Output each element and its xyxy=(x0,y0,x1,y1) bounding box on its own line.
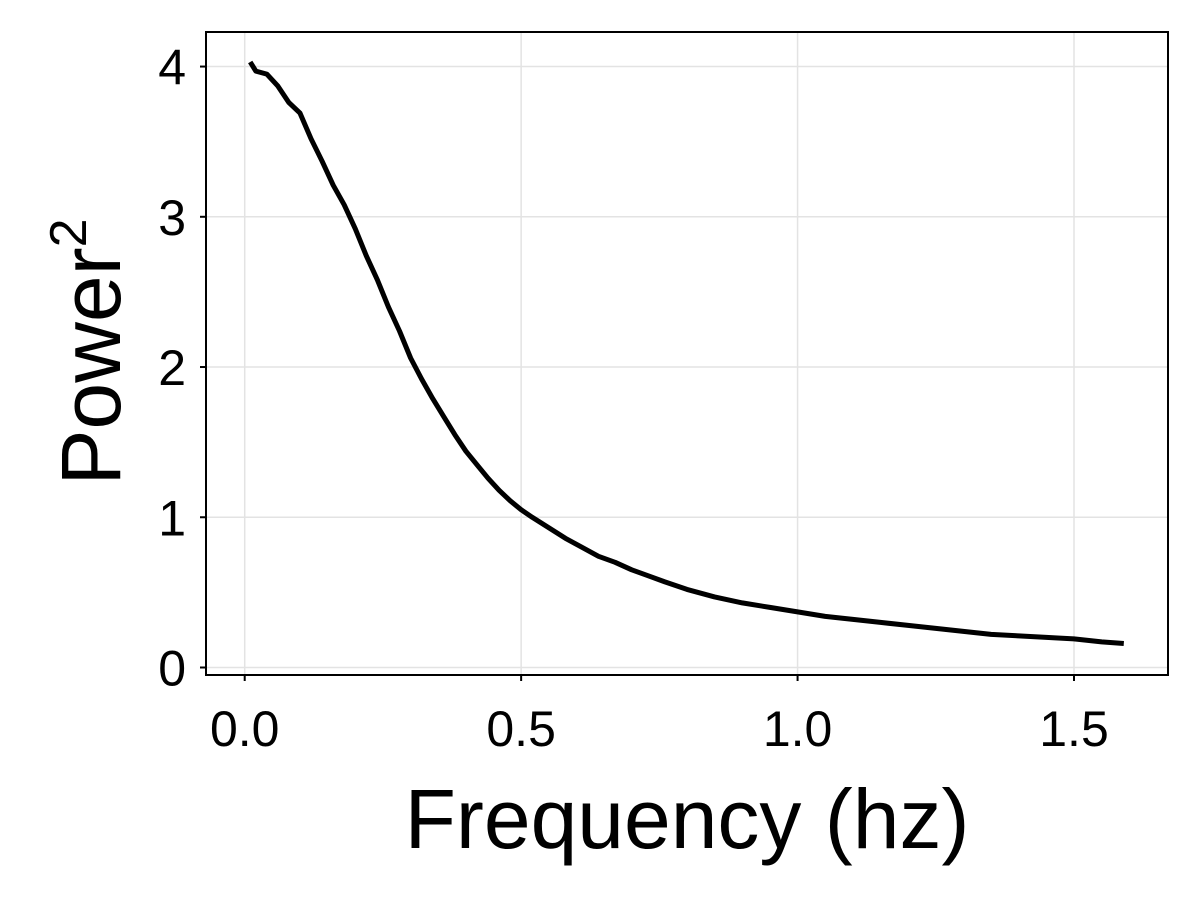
plot-area-frame xyxy=(205,31,1169,676)
x-tick-label: 0.5 xyxy=(486,701,556,757)
axis-ticks xyxy=(200,65,1076,681)
series-layer xyxy=(248,60,1124,646)
y-tick-label: 0 xyxy=(158,640,186,696)
y-tick-label: 4 xyxy=(158,40,186,96)
x-tick-label: 1.5 xyxy=(1039,701,1109,757)
y-axis-title: Power2 xyxy=(40,218,138,485)
series-line xyxy=(248,60,1124,646)
y-tick-label: 2 xyxy=(158,340,186,396)
x-tick-labels: 0.0 0.5 1.0 1.5 xyxy=(210,701,1109,757)
y-tick-label: 1 xyxy=(158,490,186,546)
x-tick-label: 0.0 xyxy=(210,701,280,757)
x-axis-title: Frequency (hz) xyxy=(405,772,970,866)
y-tick-labels: 0 1 2 3 4 xyxy=(158,40,186,697)
x-tick-label: 1.0 xyxy=(763,701,833,757)
y-tick-label: 3 xyxy=(158,190,186,246)
y-axis-title-superscript: 2 xyxy=(40,218,98,247)
y-axis-title-main: Power xyxy=(44,247,138,485)
gridlines xyxy=(206,32,1168,675)
